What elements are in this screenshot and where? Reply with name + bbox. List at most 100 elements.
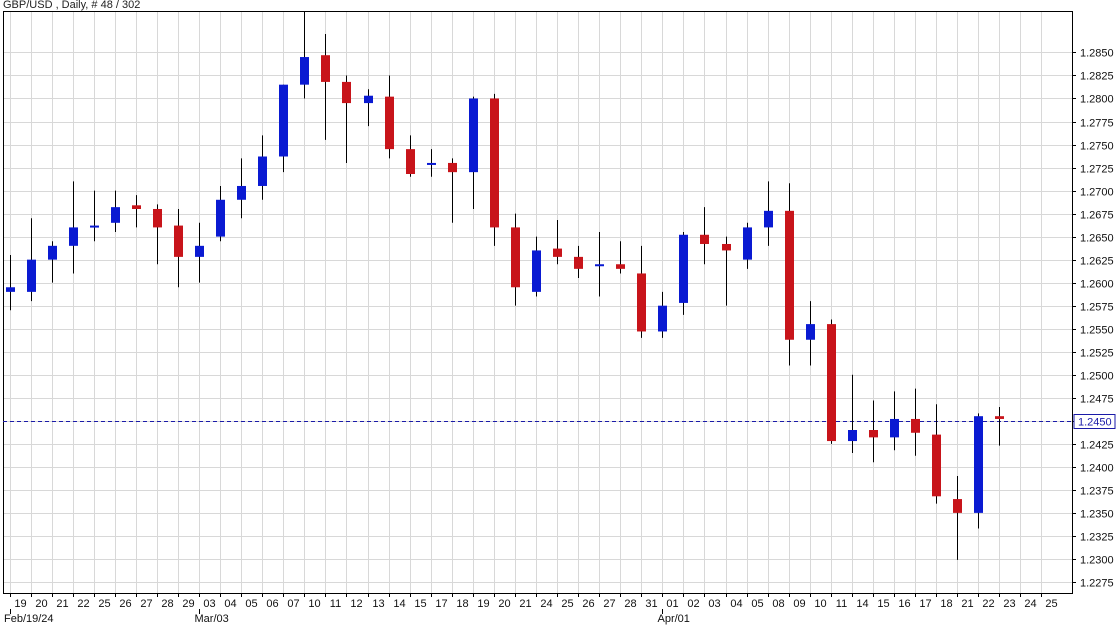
y-tick-label: 1.2550 xyxy=(1080,325,1114,337)
x-tick-label: 10 xyxy=(308,598,320,610)
x-tick-label: 21 xyxy=(961,598,973,610)
x-tick-label: 19 xyxy=(14,598,26,610)
candle xyxy=(764,181,773,246)
candle-body xyxy=(237,185,246,200)
candle-body xyxy=(532,250,541,292)
candle xyxy=(974,413,983,529)
candle-body xyxy=(932,434,941,497)
x-tick-label: 22 xyxy=(982,598,994,610)
candle xyxy=(237,158,246,219)
candle-body xyxy=(69,227,78,246)
candle-body xyxy=(869,430,878,438)
candle xyxy=(953,476,962,560)
x-tick-label: 03 xyxy=(708,598,720,610)
candle xyxy=(132,195,141,228)
candle-body xyxy=(595,264,604,267)
x-tick-label: 19 xyxy=(477,598,489,610)
candle xyxy=(6,255,15,311)
x-tick-label: 05 xyxy=(245,598,257,610)
x-tick-label: 27 xyxy=(140,598,152,610)
plot-border xyxy=(3,11,1073,594)
x-tick-label: 04 xyxy=(224,598,236,610)
x-tick-label: 31 xyxy=(645,598,657,610)
candle xyxy=(69,181,78,274)
candle xyxy=(448,158,457,223)
x-tick-label: 24 xyxy=(1024,598,1036,610)
candle xyxy=(342,75,351,163)
candle xyxy=(385,75,394,159)
candle-body xyxy=(385,96,394,150)
y-axis: 1.2275 1.2300 1.2325 1.2350 1.2375 1.2400 1.24… xyxy=(1072,48,1114,590)
candle-body xyxy=(469,98,478,173)
x-tick-label: 24 xyxy=(540,598,552,610)
candle xyxy=(553,220,562,265)
x-tick-label: 13 xyxy=(372,598,384,610)
candle xyxy=(995,406,1004,446)
candle xyxy=(743,222,752,269)
candle-body xyxy=(658,305,667,332)
candle-body xyxy=(279,84,288,157)
candle xyxy=(195,222,204,283)
y-tick-label: 1.2725 xyxy=(1080,164,1114,176)
x-tick-label: 21 xyxy=(519,598,531,610)
y-tick-label: 1.2325 xyxy=(1080,532,1114,544)
y-tick-label: 1.2475 xyxy=(1080,394,1114,406)
x-tick-label: 11 xyxy=(836,598,847,610)
candle xyxy=(406,135,415,177)
candle-body xyxy=(490,98,499,228)
candle-body xyxy=(953,499,962,513)
candle xyxy=(364,89,373,127)
candle-body xyxy=(637,273,646,332)
x-tick-label: 28 xyxy=(161,598,173,610)
x-tick-label: 02 xyxy=(687,598,699,610)
candle-body xyxy=(300,57,309,85)
period-label: Feb/19/24 xyxy=(4,613,54,625)
candle-body xyxy=(427,162,436,165)
x-tick-label: 01 xyxy=(666,598,678,610)
candle-body xyxy=(153,208,162,228)
candle xyxy=(637,245,646,338)
x-tick-label: 27 xyxy=(603,598,615,610)
y-tick-label: 1.2750 xyxy=(1080,141,1114,153)
candle-body xyxy=(258,156,267,186)
x-tick-label: 25 xyxy=(561,598,573,610)
y-tick-label: 1.2275 xyxy=(1080,578,1114,590)
y-tick-label: 1.2800 xyxy=(1080,94,1114,106)
x-tick-label: 11 xyxy=(330,598,341,610)
y-tick-label: 1.2500 xyxy=(1080,371,1114,383)
candle-body xyxy=(764,210,773,228)
x-tick-label: 15 xyxy=(877,598,889,610)
candle xyxy=(785,183,794,366)
x-tick-label: 17 xyxy=(919,598,931,610)
x-tick-label: 17 xyxy=(435,598,447,610)
y-tick-label: 1.2625 xyxy=(1080,256,1114,268)
candle xyxy=(216,185,225,242)
candle-body xyxy=(722,243,731,251)
candle-body xyxy=(974,416,983,513)
x-tick-label: 05 xyxy=(751,598,763,610)
x-tick-label: 07 xyxy=(287,598,299,610)
y-tick-label: 1.2700 xyxy=(1080,187,1114,199)
current-price-box xyxy=(1073,414,1116,429)
x-tick-label: 25 xyxy=(98,598,110,610)
candle-body xyxy=(743,227,752,260)
candle xyxy=(279,84,288,173)
y-tick-label: 1.2300 xyxy=(1080,555,1114,567)
candle-body xyxy=(27,259,36,292)
y-tick-label: 1.2425 xyxy=(1080,440,1114,452)
candles xyxy=(6,11,1004,560)
candle-body xyxy=(785,210,794,340)
y-tick-label: 1.2525 xyxy=(1080,348,1114,360)
current-price-label: 1.2450 xyxy=(1078,417,1112,429)
x-tick-label: 26 xyxy=(582,598,594,610)
x-tick-label: 20 xyxy=(35,598,47,610)
candle xyxy=(511,213,520,306)
y-tick-label: 1.2825 xyxy=(1080,71,1114,83)
x-tick-label: 14 xyxy=(856,598,868,610)
candle xyxy=(90,190,99,242)
x-tick-label: 29 xyxy=(182,598,194,610)
x-tick-label: 08 xyxy=(772,598,784,610)
candle xyxy=(111,190,120,233)
